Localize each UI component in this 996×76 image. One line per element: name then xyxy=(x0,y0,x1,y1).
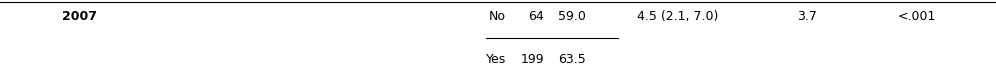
Text: 2007: 2007 xyxy=(62,10,98,23)
Text: 199: 199 xyxy=(520,53,544,66)
Text: <.001: <.001 xyxy=(897,10,935,23)
Text: 64: 64 xyxy=(528,10,544,23)
Text: Yes: Yes xyxy=(486,53,506,66)
Text: 3.7: 3.7 xyxy=(797,10,817,23)
Text: No: No xyxy=(489,10,506,23)
Text: 59.0: 59.0 xyxy=(558,10,586,23)
Text: 63.5: 63.5 xyxy=(558,53,586,66)
Text: 4.5 (2.1, 7.0): 4.5 (2.1, 7.0) xyxy=(636,10,718,23)
